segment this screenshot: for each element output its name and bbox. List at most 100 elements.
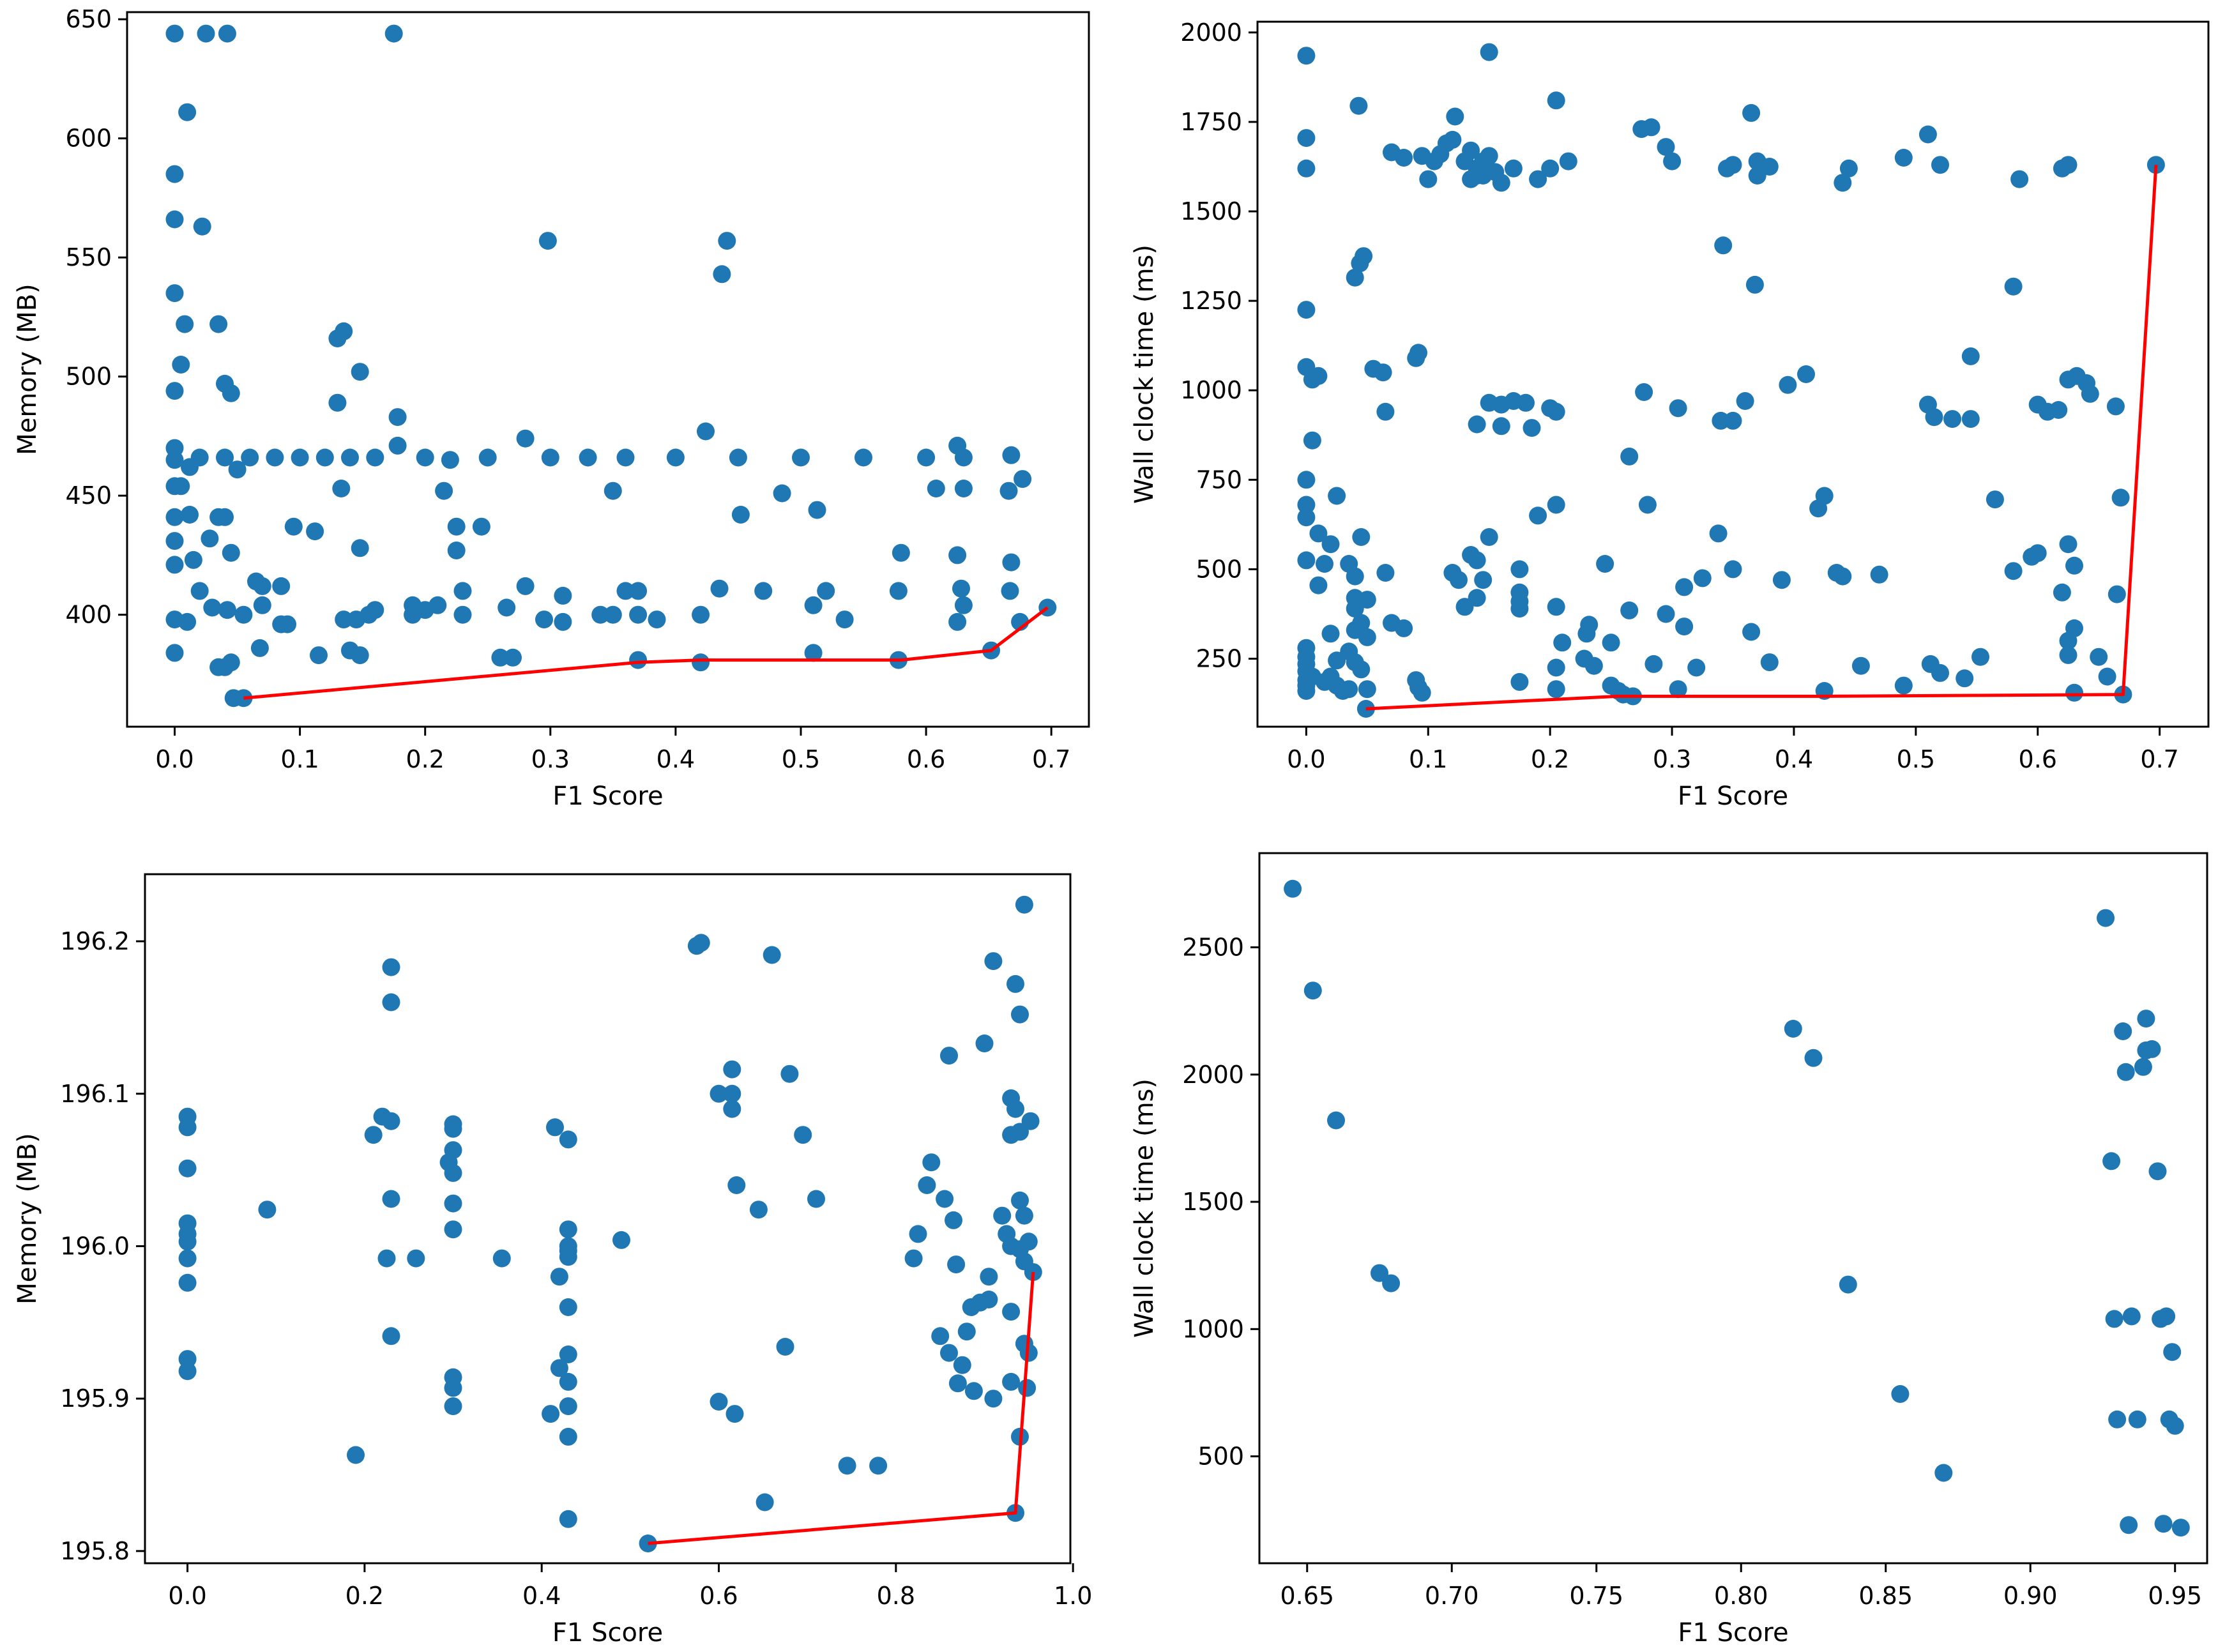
data-point: [2105, 1310, 2123, 1328]
data-point: [2134, 1057, 2152, 1076]
data-point: [835, 610, 854, 629]
data-point: [1620, 447, 1639, 466]
data-point: [1297, 129, 1316, 148]
data-point: [2090, 648, 2108, 666]
data-point: [228, 460, 247, 479]
chart-top-right: 0.0 0.1 0.2 0.3 0.4 0.5 0.6 0.7 250 500 750 1000 125…: [1130, 19, 2210, 811]
data-point: [957, 1322, 976, 1341]
y-tick-label: 1000: [1182, 1315, 1244, 1343]
data-point: [550, 1359, 568, 1377]
data-point: [1297, 47, 1316, 65]
axes-frame: [144, 873, 1072, 1565]
y-tick-label: 195.8: [60, 1537, 130, 1565]
data-point: [541, 448, 559, 467]
data-point: [1742, 623, 1761, 641]
data-point: [1002, 553, 1021, 572]
data-point: [1462, 141, 1480, 160]
x-tick-label: 0.7: [1032, 745, 1070, 773]
data-point: [382, 1112, 400, 1130]
data-point: [1547, 402, 1565, 421]
data-point: [178, 1273, 197, 1292]
data-point: [1443, 130, 1462, 149]
x-tick-label: 0.2: [406, 745, 444, 773]
data-point: [1480, 43, 1498, 61]
data-point: [1351, 254, 1369, 273]
data-point: [222, 653, 240, 672]
data-point: [315, 448, 334, 467]
data-point: [1675, 578, 1694, 596]
data-point: [904, 1249, 923, 1268]
data-point: [341, 448, 359, 467]
data-point: [1425, 152, 1443, 171]
data-point: [1620, 601, 1639, 619]
frontier-line: [243, 606, 1049, 700]
data-point: [2097, 909, 2115, 927]
data-point: [1547, 598, 1565, 616]
data-point: [604, 605, 622, 624]
data-point: [2108, 585, 2126, 603]
data-point: [1297, 551, 1316, 570]
data-point: [1321, 625, 1340, 643]
data-point: [516, 577, 535, 595]
data-point: [975, 1034, 994, 1052]
data-point: [666, 448, 685, 467]
axes-frame: [1258, 852, 2208, 1565]
plot-area: [178, 895, 1042, 1552]
data-point: [917, 448, 936, 467]
data-point: [453, 605, 472, 624]
chart-bottom-right: 0.65 0.70 0.75 0.80 0.85 0.90 0.95 500 1000 1500 2…: [1130, 852, 2208, 1648]
data-point: [718, 232, 736, 250]
x-tick-label: 0.0: [1287, 745, 1325, 773]
data-point: [980, 1291, 998, 1308]
data-point: [2004, 562, 2023, 580]
data-point: [2166, 1416, 2184, 1435]
data-point: [1547, 496, 1565, 514]
data-point: [999, 481, 1018, 500]
data-point: [444, 1397, 462, 1416]
data-point: [697, 422, 715, 441]
data-point: [729, 448, 747, 467]
data-point: [692, 653, 710, 672]
data-point: [1834, 567, 1852, 586]
data-point: [808, 501, 826, 519]
data-point: [444, 1220, 462, 1239]
data-point: [1596, 555, 1614, 573]
data-point: [1321, 535, 1340, 554]
data-point: [616, 448, 635, 467]
data-point: [492, 1249, 511, 1268]
x-tick-label: 0.6: [699, 1582, 738, 1610]
data-point: [1714, 236, 1733, 255]
y-axis-label: Memory (MB): [13, 284, 42, 455]
data-point: [773, 484, 791, 503]
data-point: [1371, 1264, 1388, 1282]
data-point: [1011, 1005, 1029, 1024]
data-point: [1961, 410, 1980, 428]
data-point: [2111, 489, 2130, 507]
data-point: [1931, 156, 1949, 174]
data-point: [1760, 653, 1779, 672]
data-point: [1346, 268, 1364, 287]
data-point: [763, 946, 781, 964]
data-point: [1724, 560, 1742, 579]
data-point: [710, 1084, 728, 1103]
x-tick-label: 0.4: [1775, 745, 1813, 773]
data-point: [1894, 676, 1913, 695]
data-point: [1019, 1232, 1038, 1251]
data-point: [441, 451, 459, 469]
data-point: [1468, 167, 1486, 185]
data-point: [591, 605, 610, 624]
data-point: [948, 1374, 967, 1393]
x-tick-label: 0.75: [1569, 1582, 1623, 1610]
data-point: [1517, 393, 1535, 412]
data-point: [241, 448, 259, 467]
data-point: [948, 612, 967, 631]
data-point: [444, 1141, 462, 1160]
data-point: [964, 1382, 983, 1400]
data-point: [1986, 490, 2004, 509]
axes-frame: [1256, 20, 2210, 728]
x-tick-label: 0.1: [1409, 745, 1447, 773]
data-point: [1736, 392, 1754, 410]
data-point: [382, 1190, 400, 1208]
data-point: [335, 610, 353, 629]
y-tick-label: 196.1: [60, 1080, 130, 1108]
